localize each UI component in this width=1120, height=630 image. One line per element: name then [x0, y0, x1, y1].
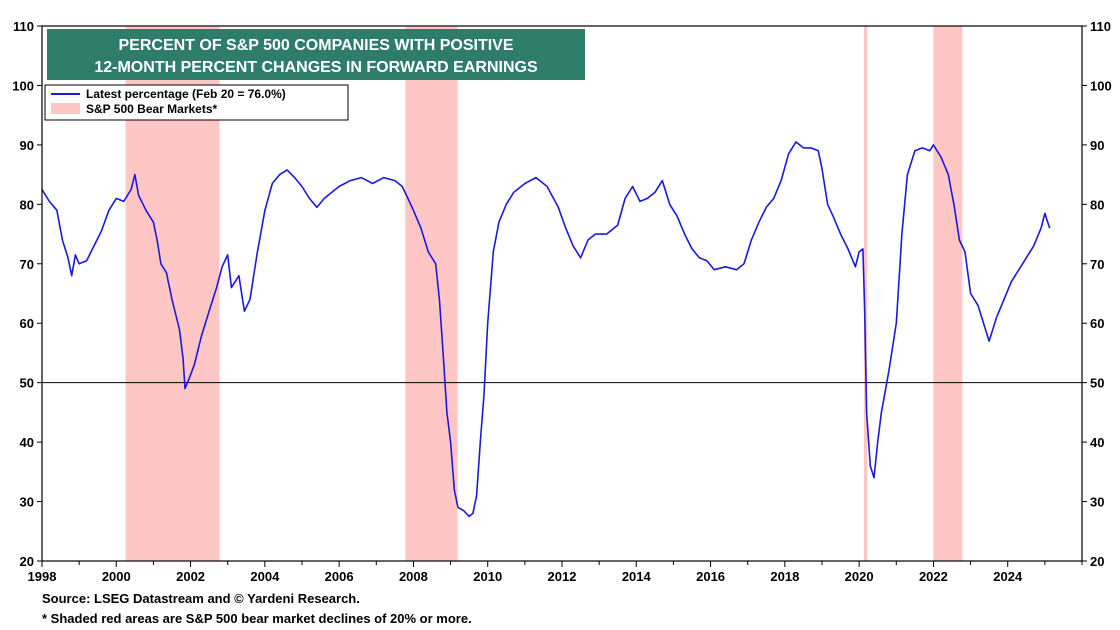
y-axis-left: 20 30 40 50 60 70 80 90 100 110 — [12, 19, 42, 569]
y-tick-label-right-100: 100 — [1090, 78, 1112, 93]
x-tick-label-2006: 2006 — [325, 569, 354, 584]
y-tick-label-left-60: 60 — [20, 316, 34, 331]
legend-box — [44, 84, 349, 121]
source-note: Source: LSEG Datastream and © Yardeni Re… — [42, 591, 360, 606]
y-tick-label-left-40: 40 — [20, 435, 34, 450]
y-tick-label-right-70: 70 — [1090, 257, 1104, 272]
y-tick-label-right-40: 40 — [1090, 435, 1104, 450]
legend-line-label: Latest percentage (Feb 20 = 76.0%) — [86, 87, 286, 101]
legend-band-label: S&P 500 Bear Markets* — [86, 102, 218, 116]
y-tick-label-left-100: 100 — [12, 78, 34, 93]
series-group — [41, 141, 1051, 518]
y-tick-label-right-20: 20 — [1090, 554, 1104, 569]
title-background — [47, 29, 585, 80]
x-tick-label-1998: 1998 — [28, 569, 57, 584]
x-tick-label-2022: 2022 — [919, 569, 948, 584]
x-tick-label-2024: 2024 — [993, 569, 1023, 584]
x-tick-label-2014: 2014 — [622, 569, 652, 584]
y-tick-label-left-70: 70 — [20, 257, 34, 272]
y-tick-label-right-80: 80 — [1090, 197, 1104, 212]
y-tick-label-left-20: 20 — [20, 554, 34, 569]
x-tick-label-2016: 2016 — [696, 569, 725, 584]
y-tick-label-left-50: 50 — [20, 376, 34, 391]
x-tick-label-2012: 2012 — [548, 569, 577, 584]
bear-market-band-3 — [863, 26, 868, 561]
y-axis-right: 20 30 40 50 60 70 80 90 100 110 — [1082, 19, 1112, 569]
footnote: * Shaded red areas are S&P 500 bear mark… — [42, 611, 472, 626]
y-tick-label-right-50: 50 — [1090, 376, 1104, 391]
legend: Latest percentage (Feb 20 = 76.0%) S&P 5… — [44, 84, 349, 121]
y-tick-label-left-30: 30 — [20, 495, 34, 510]
x-tick-label-2004: 2004 — [250, 569, 280, 584]
y-tick-label-left-110: 110 — [13, 19, 34, 34]
x-tick-label-2018: 2018 — [770, 569, 799, 584]
x-tick-label-2002: 2002 — [176, 569, 205, 584]
y-tick-label-right-30: 30 — [1090, 495, 1104, 510]
x-tick-label-2020: 2020 — [845, 569, 874, 584]
title-line-1: PERCENT OF S&P 500 COMPANIES WITH POSITI… — [118, 37, 513, 54]
title-line-2: 12-MONTH PERCENT CHANGES IN FORWARD EARN… — [94, 59, 538, 76]
y-tick-label-left-90: 90 — [20, 138, 34, 153]
bear-market-band-4 — [933, 26, 963, 561]
bear-market-band-2 — [405, 26, 458, 561]
series-line-1 — [41, 141, 1051, 518]
y-tick-label-left-80: 80 — [20, 197, 34, 212]
y-tick-label-right-90: 90 — [1090, 138, 1104, 153]
x-axis: 1998 2000 2002 2004 2006 2008 2010 2012 2014 2016… — [28, 561, 1083, 584]
y-tick-label-right-60: 60 — [1090, 316, 1104, 331]
y-tick-label-right-110: 110 — [1090, 19, 1111, 34]
legend-band-swatch — [51, 103, 80, 114]
x-tick-label-2008: 2008 — [399, 569, 428, 584]
x-tick-label-2000: 2000 — [102, 569, 131, 584]
x-tick-label-2010: 2010 — [473, 569, 502, 584]
chart-title: PERCENT OF S&P 500 COMPANIES WITH POSITI… — [47, 29, 585, 80]
